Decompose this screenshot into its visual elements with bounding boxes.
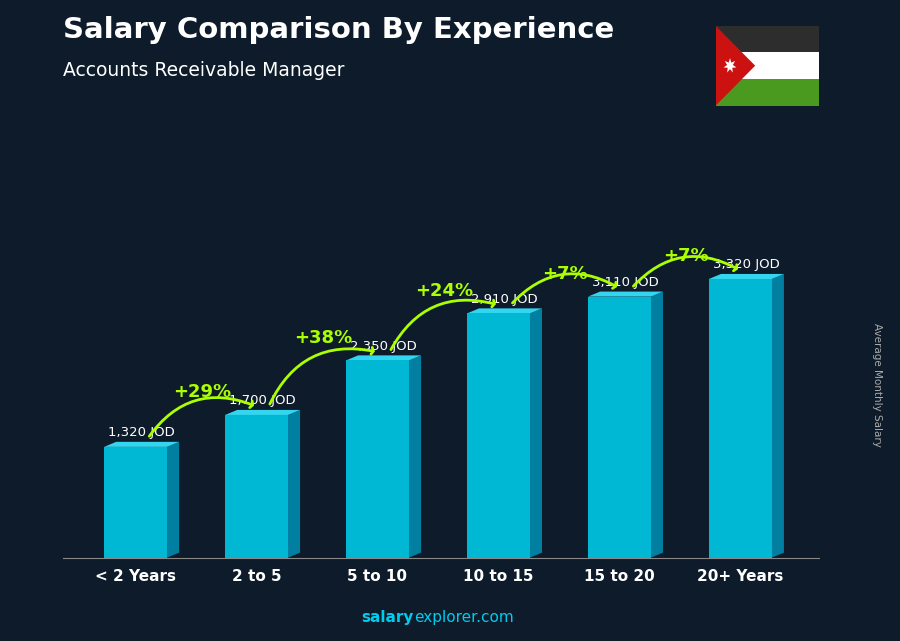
- Text: Salary Comparison By Experience: Salary Comparison By Experience: [63, 16, 614, 44]
- Text: salary: salary: [362, 610, 414, 625]
- Bar: [225, 415, 288, 558]
- Bar: [588, 297, 651, 558]
- Text: 3,320 JOD: 3,320 JOD: [713, 258, 779, 271]
- Polygon shape: [288, 410, 300, 558]
- Polygon shape: [772, 274, 784, 558]
- Text: 1,320 JOD: 1,320 JOD: [108, 426, 175, 439]
- Polygon shape: [716, 26, 755, 106]
- Text: 2,910 JOD: 2,910 JOD: [472, 293, 538, 306]
- Polygon shape: [651, 292, 663, 558]
- Bar: [104, 447, 167, 558]
- Bar: [709, 279, 772, 558]
- Text: explorer.com: explorer.com: [414, 610, 514, 625]
- Polygon shape: [409, 355, 421, 558]
- Text: +7%: +7%: [542, 265, 588, 283]
- Text: Average Monthly Salary: Average Monthly Salary: [872, 322, 883, 447]
- Text: +29%: +29%: [173, 383, 231, 401]
- Polygon shape: [467, 308, 542, 313]
- Bar: [346, 360, 409, 558]
- Bar: [467, 313, 530, 558]
- Polygon shape: [588, 292, 663, 297]
- Polygon shape: [709, 274, 784, 279]
- Polygon shape: [346, 355, 421, 360]
- Text: Accounts Receivable Manager: Accounts Receivable Manager: [63, 61, 345, 80]
- Text: 3,110 JOD: 3,110 JOD: [592, 276, 659, 289]
- Text: +38%: +38%: [294, 329, 352, 347]
- Bar: [716, 79, 819, 106]
- Bar: [716, 53, 819, 79]
- Text: +7%: +7%: [663, 247, 709, 265]
- Polygon shape: [724, 58, 736, 72]
- Text: 2,350 JOD: 2,350 JOD: [350, 340, 417, 353]
- Text: 1,700 JOD: 1,700 JOD: [230, 394, 296, 408]
- Bar: [716, 26, 819, 53]
- Text: +24%: +24%: [415, 282, 473, 300]
- Polygon shape: [530, 308, 542, 558]
- Polygon shape: [167, 442, 179, 558]
- Polygon shape: [104, 442, 179, 447]
- Polygon shape: [225, 410, 300, 415]
